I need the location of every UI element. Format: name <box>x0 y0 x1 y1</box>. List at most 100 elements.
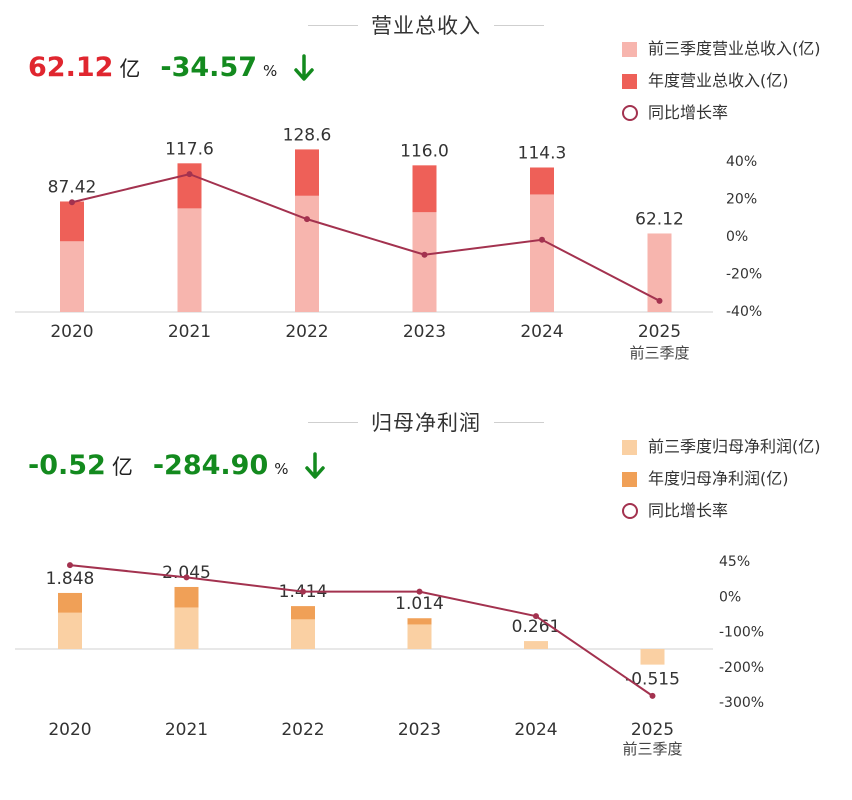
data-label: 117.6 <box>165 139 214 159</box>
x-tick-label: 2020 <box>48 720 91 740</box>
legend-label: 年度营业总收入(亿) <box>648 71 789 90</box>
data-label: 116.0 <box>400 141 449 161</box>
data-label: 0.261 <box>512 617 561 637</box>
growth-line <box>69 564 654 697</box>
down-arrow-icon <box>304 452 326 486</box>
growth-point <box>183 574 190 581</box>
profit-legend: 前三季度归母净利润(亿) 年度归母净利润(亿) 同比增长率 <box>622 436 821 532</box>
q3-bar <box>640 649 665 665</box>
revenue-title: 营业总收入 <box>371 14 481 38</box>
growth-point <box>656 297 663 304</box>
revenue-chart: 40% 20% 0% -20% -40% 87.42 2020 117.6 2021 128.6 2… <box>15 125 762 362</box>
growth-point <box>304 216 310 223</box>
legend-ring-icon <box>622 503 638 519</box>
x-tick-label: 2023 <box>403 322 446 342</box>
y2-tick-label: -20% <box>726 267 762 283</box>
legend-label: 前三季度营业总收入(亿) <box>648 39 821 58</box>
growth-point <box>539 236 545 243</box>
growth-point <box>421 251 428 258</box>
revenue-kpi-pct: -34.57 <box>160 52 258 83</box>
y2-tick-label: 40% <box>726 154 757 170</box>
legend-item-growth: 同比增长率 <box>622 102 821 134</box>
legend-ring-icon <box>622 105 638 121</box>
y2-tick-label: -300% <box>719 695 764 711</box>
x-tick-label: 2022 <box>285 322 328 342</box>
profit-title: 归母净利润 <box>371 411 481 435</box>
q3-bar <box>291 619 315 649</box>
growth-point <box>186 171 193 178</box>
profit-kpi-pct: -284.90 <box>152 450 269 481</box>
x-tick-label: 2021 <box>168 322 211 342</box>
title-rule-right <box>494 422 544 423</box>
y2-tick-label: -100% <box>719 625 764 641</box>
legend-item-annual: 年度归母净利润(亿) <box>622 468 821 500</box>
legend-label: 同比增长率 <box>648 501 729 520</box>
growth-point <box>67 562 73 569</box>
data-label: -0.515 <box>625 670 680 690</box>
y2-tick-label: -200% <box>719 660 764 676</box>
q3-bar <box>295 195 319 312</box>
q3-bar <box>177 208 202 312</box>
x-tick-sublabel: 前三季度 <box>629 344 689 362</box>
legend-item-growth: 同比增长率 <box>622 500 821 532</box>
legend-item-q3: 前三季度营业总收入(亿) <box>622 38 821 70</box>
x-tick-label: 2023 <box>398 720 441 740</box>
profit-panel: 归母净利润 -0.52 亿 -284.90% 前三季度归母净利润(亿) 年度归母净利… <box>0 398 852 798</box>
y2-tick-label: 0% <box>726 229 748 245</box>
growth-point <box>300 588 306 595</box>
profit-kpi: -0.52 亿 -284.90% <box>28 450 326 486</box>
q3-bar <box>174 607 199 649</box>
legend-swatch <box>622 472 637 487</box>
growth-point <box>416 588 423 595</box>
q3-bar <box>58 612 82 649</box>
data-label: 128.6 <box>283 125 332 145</box>
revenue-kpi-unit: 亿 <box>119 57 141 81</box>
data-label: 1.848 <box>46 569 95 589</box>
q3-bar <box>530 194 554 312</box>
legend-label: 前三季度归母净利润(亿) <box>648 437 821 456</box>
revenue-kpi: 62.12 亿 -34.57% <box>28 52 315 88</box>
legend-label: 年度归母净利润(亿) <box>648 469 789 488</box>
q3-bar <box>407 624 432 649</box>
x-tick-label: 2022 <box>281 720 324 740</box>
x-tick-label: 2025 <box>631 720 674 740</box>
x-tick-label: 2024 <box>520 322 563 342</box>
y2-tick-label: 20% <box>726 192 757 208</box>
legend-swatch <box>622 440 637 455</box>
y2-tick-label: -40% <box>726 304 762 320</box>
data-label: 114.3 <box>518 143 567 163</box>
profit-kpi-unit: 亿 <box>111 455 133 479</box>
revenue-kpi-pct-unit: % <box>263 62 278 80</box>
growth-line <box>71 173 660 302</box>
title-rule-left <box>308 25 358 26</box>
x-tick-label: 2021 <box>165 720 208 740</box>
legend-swatch <box>622 74 637 89</box>
q3-bar <box>412 212 437 312</box>
y2-tick-label: 0% <box>719 589 741 605</box>
growth-point <box>533 613 539 620</box>
title-rule-left <box>308 422 358 423</box>
revenue-legend: 前三季度营业总收入(亿) 年度营业总收入(亿) 同比增长率 <box>622 38 821 134</box>
legend-item-annual: 年度营业总收入(亿) <box>622 70 821 102</box>
data-label: 1.014 <box>395 594 444 614</box>
profit-kpi-value: -0.52 <box>28 450 106 481</box>
legend-swatch <box>622 42 637 57</box>
x-tick-label: 2020 <box>50 322 93 342</box>
x-tick-label: 2024 <box>514 720 557 740</box>
q3-bar <box>60 241 84 312</box>
q3-bar <box>524 641 548 649</box>
growth-point <box>69 199 75 206</box>
revenue-kpi-value: 62.12 <box>28 52 114 83</box>
legend-item-q3: 前三季度归母净利润(亿) <box>622 436 821 468</box>
x-tick-sublabel: 前三季度 <box>622 740 682 758</box>
profit-kpi-pct-unit: % <box>274 460 289 478</box>
data-label: 87.42 <box>48 177 97 197</box>
growth-point <box>649 692 656 699</box>
profit-chart: 45%0%-100%-200%-300%1.84820202.04520211.… <box>15 554 764 758</box>
revenue-panel: 营业总收入 62.12 亿 -34.57% 前三季度营业总收入(亿) 年度营业总收入… <box>15 14 821 362</box>
title-rule-right <box>494 25 544 26</box>
data-label: 62.12 <box>635 209 684 229</box>
down-arrow-icon <box>293 54 315 88</box>
x-tick-label: 2025 <box>638 322 681 342</box>
y2-tick-label: 45% <box>719 554 750 570</box>
